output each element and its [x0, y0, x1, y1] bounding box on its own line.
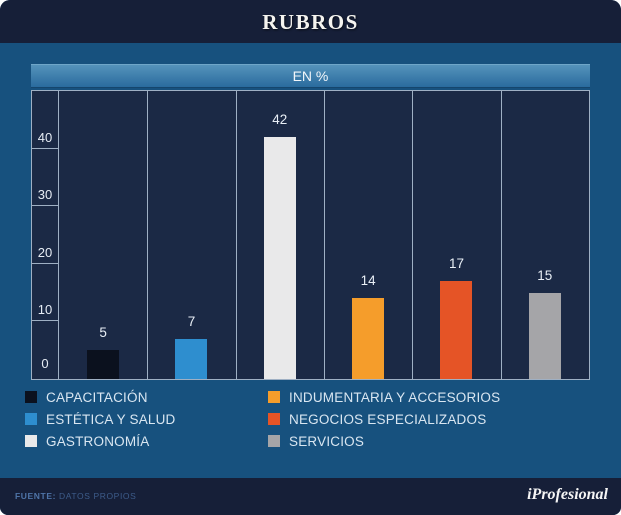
bar-value-label: 7: [187, 313, 196, 329]
chart-bar: [87, 350, 120, 379]
source-note: FUENTE: DATOS PROPIOS: [15, 491, 136, 501]
legend-item: GASTRONOMÍA: [25, 430, 268, 452]
bar-value-label: 14: [360, 273, 376, 289]
source-value: DATOS PROPIOS: [59, 491, 137, 501]
y-tick-label: 30: [37, 187, 53, 203]
legend-swatch: [268, 413, 280, 425]
legend-label: INDUMENTARIA Y ACCESORIOS: [289, 389, 501, 405]
chart-bar: [528, 292, 561, 379]
legend-swatch: [268, 391, 280, 403]
legend-item: INDUMENTARIA Y ACCESORIOS: [268, 386, 500, 408]
chart-bar: [175, 338, 208, 379]
bar-value-label: 17: [448, 256, 464, 272]
legend-label: GASTRONOMÍA: [46, 433, 150, 449]
chart-column: 14: [324, 91, 412, 379]
chart-column: 5: [59, 91, 147, 379]
page-title: RUBROS: [262, 10, 359, 34]
legend-item: ESTÉTICA Y SALUD: [25, 408, 268, 430]
chart-column: 42: [236, 91, 324, 379]
subtitle-band: EN %: [31, 64, 590, 88]
header-bar: RUBROS: [0, 0, 621, 43]
legend-item: CAPACITACIÓN: [25, 386, 268, 408]
bar-chart: 0 10 20 30 40 5 7 42 14 17 15: [31, 90, 590, 380]
legend-swatch: [268, 435, 280, 447]
y-tick-label: 20: [37, 244, 53, 260]
footer-bar: FUENTE: DATOS PROPIOS iProfesional: [0, 478, 621, 515]
y-tick-label: 0: [41, 356, 49, 371]
column-divider-line: [412, 91, 414, 379]
legend-label: ESTÉTICA Y SALUD: [46, 411, 176, 427]
y-axis: 0 10 20 30 40: [32, 91, 59, 379]
legend-label: CAPACITACIÓN: [46, 389, 148, 405]
bar-value-label: 42: [272, 112, 288, 128]
legend-swatch: [25, 391, 37, 403]
brand-logo: iProfesional: [527, 486, 608, 503]
y-tick-line: [32, 147, 58, 149]
y-tick-line: [32, 262, 58, 264]
plot-area: 5 7 42 14 17 15: [59, 91, 589, 379]
column-divider-line: [147, 91, 149, 379]
chart-column: 15: [501, 91, 589, 379]
source-label: FUENTE:: [15, 491, 57, 501]
chart-bar: [352, 298, 385, 379]
legend-label: NEGOCIOS ESPECIALIZADOS: [289, 411, 487, 427]
column-divider-line: [324, 91, 325, 379]
column-divider-line: [500, 91, 502, 379]
chart-bar: [263, 137, 296, 379]
y-tick-line: [32, 320, 58, 322]
y-tick-label: 40: [37, 129, 53, 145]
subtitle-label: EN %: [292, 68, 329, 84]
y-tick-label: 10: [37, 302, 53, 318]
chart-bar: [440, 281, 473, 379]
legend-item: SERVICIOS: [268, 430, 500, 452]
bar-value-label: 15: [537, 267, 553, 283]
chart-column: 7: [147, 91, 235, 379]
legend-swatch: [25, 413, 37, 425]
legend-swatch: [25, 435, 37, 447]
legend-label: SERVICIOS: [289, 433, 365, 449]
legend-item: NEGOCIOS ESPECIALIZADOS: [268, 408, 500, 430]
chart-column: 17: [412, 91, 500, 379]
bar-value-label: 5: [99, 325, 107, 341]
y-tick-line: [32, 205, 58, 207]
column-divider-line: [235, 91, 237, 379]
legend: CAPACITACIÓN ESTÉTICA Y SALUD GASTRONOMÍA I…: [25, 386, 500, 452]
